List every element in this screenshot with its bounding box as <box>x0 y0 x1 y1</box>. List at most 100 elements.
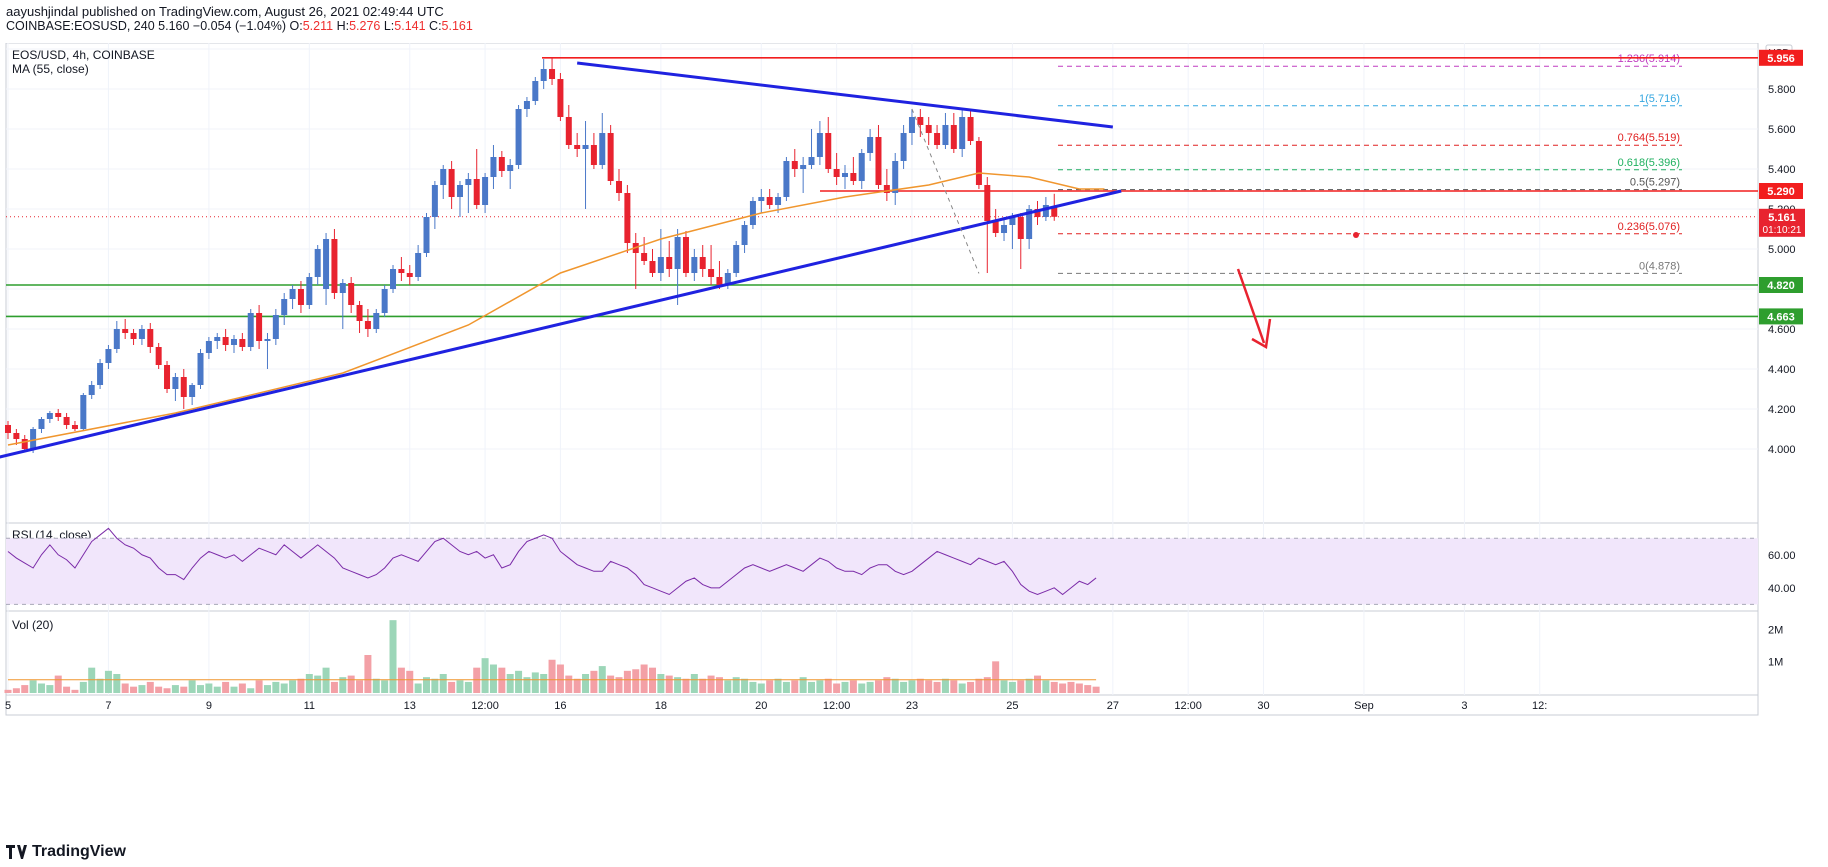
volume-bar <box>481 658 489 693</box>
volume-bar <box>1034 675 1042 693</box>
volume-bar <box>757 683 765 693</box>
volume-bar <box>833 683 841 693</box>
volume-bar <box>21 685 29 693</box>
last-price: 5.160 <box>158 19 190 33</box>
candle-up <box>423 217 430 253</box>
volume-bar <box>816 680 824 693</box>
candle-down <box>256 313 263 341</box>
candle-down <box>222 337 229 345</box>
ma-label: MA (55, close) <box>12 62 89 76</box>
candle-up <box>197 353 204 385</box>
candle-up <box>289 289 296 299</box>
candle-up <box>440 169 447 185</box>
tradingview-logo[interactable]: TradingView <box>6 843 126 861</box>
candle-down <box>666 257 673 269</box>
volume-bar <box>1050 681 1058 693</box>
volume-bar <box>808 681 816 693</box>
fib-level-label: 0.236(5.076) <box>1618 221 1680 233</box>
candle-down <box>649 261 656 273</box>
price-label-bg <box>1759 183 1803 199</box>
candle-up <box>138 329 145 339</box>
candle-up <box>1001 225 1008 233</box>
volume-bar <box>330 681 338 693</box>
volume-bar <box>146 681 154 693</box>
volume-bar <box>565 675 573 693</box>
volume-bar <box>582 674 590 693</box>
volume-bar <box>289 680 297 693</box>
candle-down <box>967 117 974 141</box>
close-value: 5.161 <box>441 19 473 33</box>
price-chart[interactable]: 4.0004.2004.4004.6004.8005.0005.2005.400… <box>0 43 1828 833</box>
candle-up <box>733 245 740 273</box>
trendline <box>576 61 1114 129</box>
candle-up <box>540 69 547 81</box>
volume-bar <box>690 674 698 693</box>
y-tick-label: 4.600 <box>1768 324 1796 336</box>
candle-up <box>465 179 472 185</box>
volume-bar <box>464 681 472 693</box>
volume-bar <box>255 680 263 693</box>
candle-up <box>264 339 271 341</box>
candle-up <box>373 313 380 329</box>
x-tick-label: 13 <box>404 700 416 712</box>
price-change: −0.054 (−1.04%) <box>192 19 287 33</box>
volume-bar <box>791 680 799 693</box>
candle-down <box>398 269 405 273</box>
candle-up <box>691 257 698 273</box>
open-label: O: <box>289 19 303 33</box>
candle-down <box>473 179 480 205</box>
candle-down <box>565 117 572 145</box>
candle-down <box>708 269 715 277</box>
volume-bar <box>1075 683 1083 693</box>
volume-bar <box>874 680 882 693</box>
volume-bar <box>238 683 246 693</box>
volume-bar <box>188 680 196 693</box>
close-label: C: <box>429 19 442 33</box>
candle-down <box>682 237 689 273</box>
volume-bar <box>1059 683 1067 693</box>
candle-up <box>816 133 823 157</box>
volume-bar <box>54 675 62 693</box>
rsi-tick-label: 60.00 <box>1768 550 1796 562</box>
volume-bar <box>992 661 1000 693</box>
volume-bar <box>305 674 313 693</box>
candle-up <box>842 173 848 177</box>
volume-bar <box>506 674 514 693</box>
price-label-bg <box>1759 308 1803 325</box>
candle-up <box>189 385 196 397</box>
y-tick-label: 4.000 <box>1768 444 1796 456</box>
volume-bar <box>163 688 171 693</box>
x-tick-label: 30 <box>1257 700 1269 712</box>
volume-bar <box>180 686 188 693</box>
price-label: 4.663 <box>1767 311 1795 323</box>
volume-bar <box>715 677 723 693</box>
candle-up <box>281 299 288 315</box>
chart-title: EOS/USD, 4h, COINBASE <box>12 48 155 62</box>
volume-bar <box>1084 685 1092 693</box>
candle-up <box>515 109 522 165</box>
candle-up <box>674 237 681 269</box>
volume-bar <box>364 655 372 693</box>
volume-bar <box>674 677 682 693</box>
low-label: L: <box>383 19 395 33</box>
volume-bar <box>113 674 121 693</box>
volume-bar <box>908 680 916 693</box>
x-tick-label: 9 <box>206 700 212 712</box>
volume-bar <box>356 680 364 693</box>
volume-bar <box>933 681 941 693</box>
candle-down <box>641 253 648 261</box>
volume-bar <box>104 670 112 693</box>
candle-up <box>800 165 807 169</box>
volume-bar <box>37 683 45 693</box>
candle-down <box>331 239 338 293</box>
volume-bar <box>88 667 96 693</box>
volume-bar <box>515 670 523 693</box>
volume-bar <box>12 688 20 693</box>
volume-bar <box>590 670 598 693</box>
candle-up <box>599 133 606 165</box>
candle-down <box>616 181 623 193</box>
candle-up <box>1042 205 1049 217</box>
candle-down <box>624 193 631 243</box>
candle-down <box>875 137 882 185</box>
publisher-name[interactable]: aayushjindal <box>6 4 79 19</box>
